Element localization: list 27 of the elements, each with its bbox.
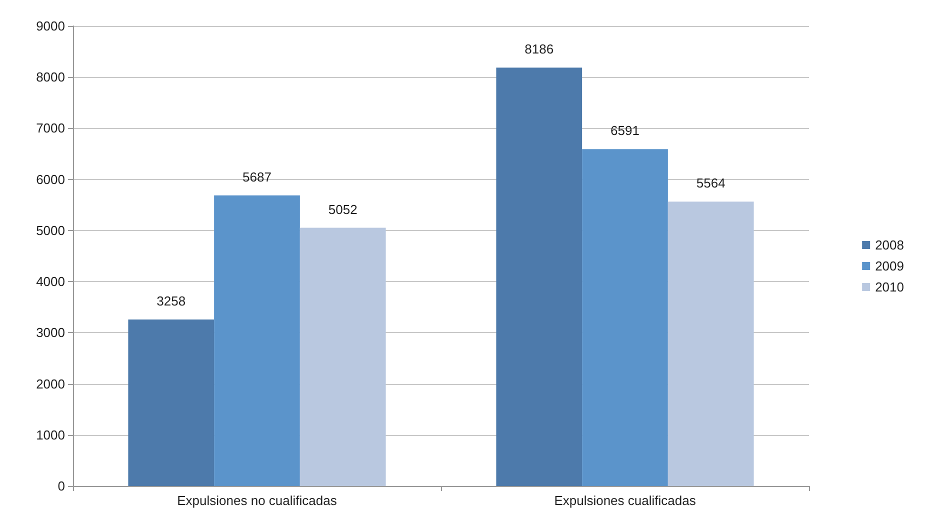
y-tick-label: 5000 (36, 222, 65, 238)
y-tick-label: 1000 (36, 427, 65, 442)
y-tick-label: 3000 (36, 325, 65, 340)
legend-label: 2009 (875, 258, 904, 274)
bar (496, 68, 582, 486)
bar (214, 195, 300, 486)
data-label: 5564 (696, 176, 726, 191)
y-tick-label: 4000 (36, 274, 65, 290)
data-label: 8186 (524, 42, 554, 57)
bar (128, 319, 214, 486)
y-tick-label: 0 (58, 478, 65, 494)
x-tick-label: Expulsiones no cualificadas (177, 493, 338, 508)
legend-label: 2010 (875, 280, 904, 294)
data-label: 6591 (610, 123, 640, 138)
data-label: 3258 (156, 293, 186, 308)
y-tick-label: 6000 (36, 172, 65, 187)
y-tick-label: 2000 (36, 376, 65, 392)
data-label: 5052 (328, 202, 358, 217)
y-tick-label: 9000 (36, 18, 65, 34)
y-tick-label: 8000 (36, 70, 65, 85)
x-tick-label: Expulsiones cualificadas (554, 493, 696, 508)
bar (300, 228, 386, 486)
bar (668, 202, 754, 486)
y-tick-label: 7000 (36, 120, 65, 136)
legend-label: 2008 (875, 238, 904, 252)
bar (582, 149, 668, 486)
data-label: 5687 (242, 169, 272, 184)
